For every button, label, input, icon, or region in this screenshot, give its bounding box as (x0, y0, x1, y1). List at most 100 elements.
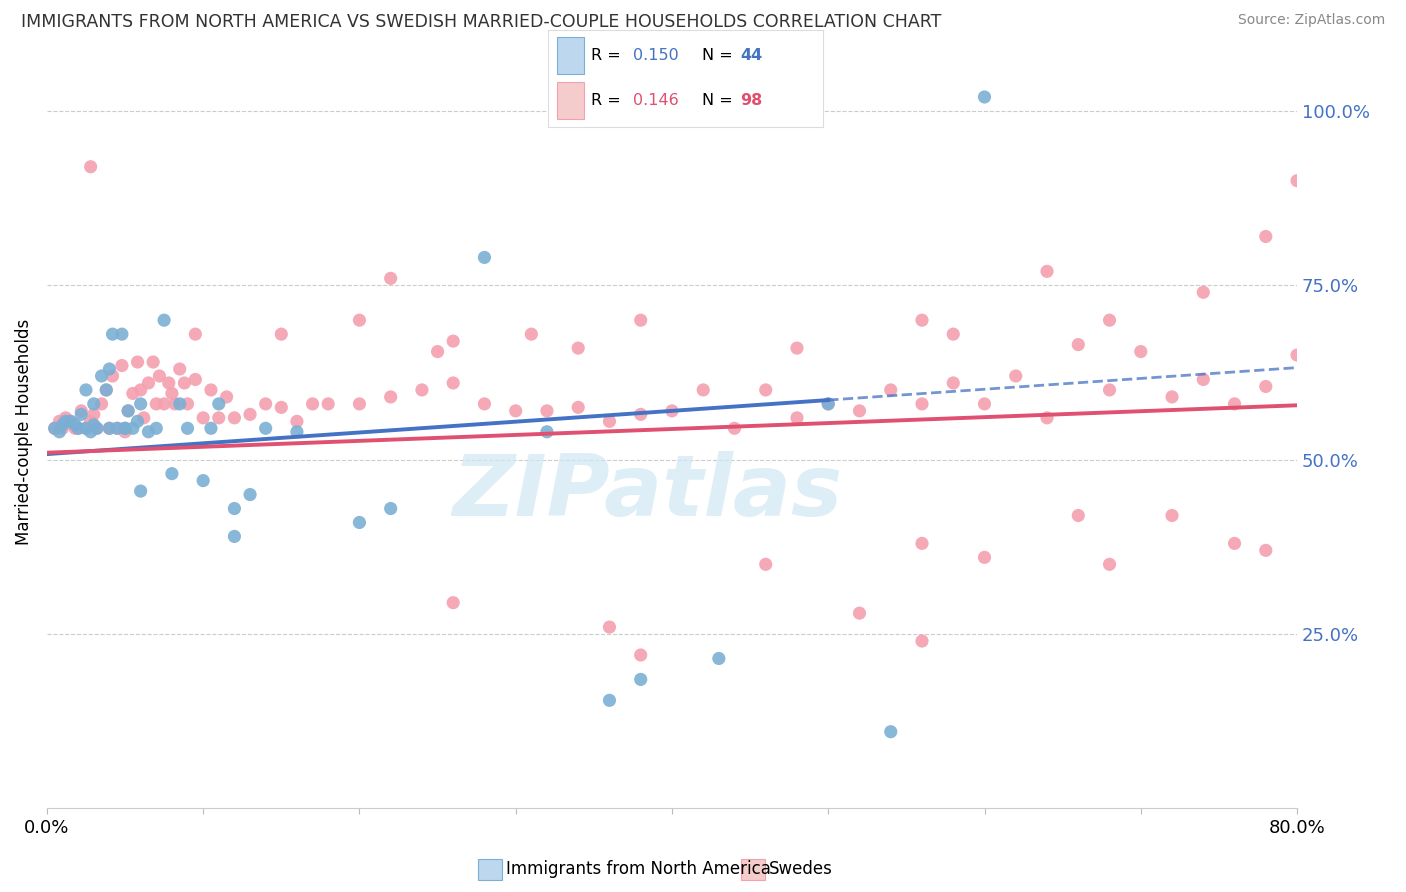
Point (70, 404, 93, 418)
Point (239, 408, 262, 422)
Point (90, 369, 112, 384)
Point (215, 390, 238, 404)
Point (911, 634, 934, 648)
Point (786, 410, 808, 425)
Point (105, 421, 128, 435)
Point (755, 383, 778, 397)
Point (208, 410, 231, 425)
Point (121, 386, 143, 401)
Point (942, 376, 965, 390)
Point (127, 355, 149, 369)
Point (380, 390, 402, 404)
Point (184, 372, 207, 386)
Point (474, 251, 496, 265)
Point (44, 421, 66, 435)
Point (1036, 264, 1059, 278)
Point (707, 651, 730, 665)
Point (411, 383, 433, 397)
Point (316, 397, 339, 411)
Point (55, 410, 77, 425)
Text: 44: 44 (741, 48, 762, 62)
Point (67, 421, 90, 435)
Point (1223, 397, 1246, 411)
Point (880, 724, 903, 739)
Point (83, 417, 105, 432)
Point (1129, 344, 1152, 359)
Point (160, 386, 183, 401)
Point (160, 467, 183, 481)
Text: Source: ZipAtlas.com: Source: ZipAtlas.com (1237, 13, 1385, 28)
Point (105, 421, 128, 435)
Point (441, 376, 464, 390)
Point (59, 414, 82, 428)
Point (129, 397, 152, 411)
Point (98, 421, 121, 435)
Point (83, 397, 105, 411)
Point (567, 341, 589, 355)
Point (349, 313, 371, 327)
Point (441, 334, 464, 348)
Point (44, 421, 66, 435)
Point (973, 550, 995, 565)
Point (67, 421, 90, 435)
Point (1067, 508, 1090, 523)
Point (114, 421, 136, 435)
Point (1192, 372, 1215, 386)
Point (973, 397, 995, 411)
Point (630, 313, 652, 327)
Point (239, 487, 262, 501)
Point (224, 529, 246, 543)
Point (285, 414, 308, 428)
Point (380, 501, 402, 516)
Point (505, 404, 527, 418)
Point (59, 414, 82, 428)
Point (661, 404, 683, 418)
Point (111, 327, 134, 342)
Point (942, 327, 965, 342)
Point (184, 327, 207, 342)
Point (1223, 536, 1246, 550)
Point (380, 271, 402, 285)
Point (848, 404, 870, 418)
Point (138, 376, 160, 390)
Point (148, 369, 170, 384)
Point (598, 620, 620, 634)
Point (55, 414, 77, 428)
Point (51, 417, 73, 432)
Point (1161, 390, 1184, 404)
Point (117, 404, 139, 418)
Text: Swedes: Swedes (769, 860, 832, 879)
Point (142, 355, 165, 369)
Point (98, 362, 121, 376)
Point (169, 397, 191, 411)
Point (75, 383, 97, 397)
Point (208, 397, 231, 411)
Point (1254, 379, 1277, 393)
Y-axis label: Married-couple Households: Married-couple Households (15, 318, 32, 545)
Point (301, 397, 323, 411)
Point (117, 404, 139, 418)
Point (51, 421, 73, 435)
Point (48, 414, 70, 428)
Point (567, 401, 589, 415)
Point (426, 344, 449, 359)
Point (536, 404, 558, 418)
Point (598, 414, 620, 428)
Point (598, 693, 620, 707)
Point (101, 327, 124, 342)
Point (75, 421, 97, 435)
Point (200, 421, 222, 435)
Point (153, 313, 176, 327)
Point (270, 401, 292, 415)
Point (973, 90, 995, 104)
Point (191, 474, 214, 488)
Point (520, 327, 543, 342)
Point (1286, 174, 1309, 188)
Point (817, 397, 839, 411)
Point (70, 408, 93, 422)
Point (96, 383, 118, 397)
Point (145, 397, 167, 411)
Point (630, 648, 652, 662)
Point (1192, 285, 1215, 300)
Point (157, 376, 180, 390)
